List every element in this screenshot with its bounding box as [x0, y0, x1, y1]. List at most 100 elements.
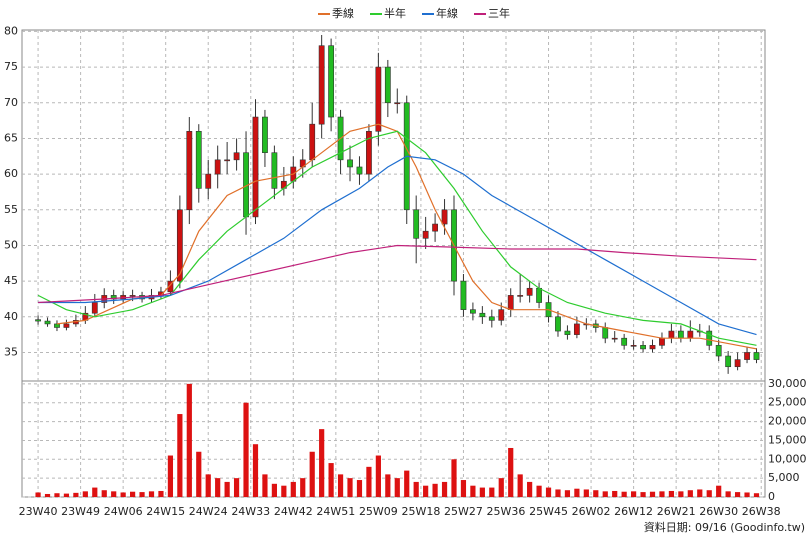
candle-body — [470, 309, 476, 314]
candle-body — [725, 355, 732, 368]
volume-bar — [111, 491, 117, 497]
x-tick-label: 24W15 — [146, 505, 185, 518]
candle-body — [706, 330, 713, 346]
x-tick-label: 26W12 — [614, 505, 653, 518]
candle-body — [214, 159, 221, 175]
volume-bar — [631, 491, 637, 497]
volume-bar — [649, 491, 656, 497]
volume-bar — [659, 491, 665, 497]
y2-tick-label: 5,000 — [768, 471, 800, 484]
candle-body — [328, 45, 335, 118]
x-tick-label: 23W40 — [19, 505, 58, 518]
volume-bar — [527, 481, 533, 497]
volume-bar — [82, 491, 88, 497]
volume-bar — [215, 478, 221, 497]
volume-bar — [489, 487, 495, 497]
candle-body — [753, 352, 760, 360]
candle-body — [611, 337, 618, 340]
candle-body — [186, 131, 193, 211]
y-tick-label: 75 — [4, 60, 18, 73]
x-tick-label: 24W42 — [274, 505, 313, 518]
candle-body — [252, 116, 259, 218]
candle-body — [734, 359, 741, 368]
candle-body — [366, 131, 372, 175]
volume-bar — [697, 489, 703, 497]
candle-body — [677, 330, 684, 339]
candle-body — [507, 295, 514, 310]
candle-body — [309, 123, 316, 161]
volume-bar — [716, 485, 722, 497]
y2-tick-label: 15,000 — [768, 433, 807, 446]
volume-bar — [564, 490, 571, 497]
volume-bar — [725, 491, 731, 497]
legend-label: 年線 — [436, 6, 458, 20]
volume-bar — [536, 485, 542, 497]
candle-body — [555, 316, 561, 332]
volume-bar — [120, 492, 126, 497]
volume-bar — [498, 478, 504, 497]
y-tick-label: 70 — [4, 96, 18, 109]
x-tick-label: 25W18 — [401, 505, 440, 518]
candle-body — [536, 287, 542, 303]
candle-body — [347, 159, 353, 168]
volume-bar — [233, 478, 240, 497]
candle-body — [356, 166, 363, 175]
candle-body — [44, 320, 51, 325]
volume-bar — [35, 492, 41, 497]
candle-body — [129, 295, 136, 297]
legend-label: 半年 — [384, 6, 406, 20]
volume-bar — [252, 444, 259, 497]
volume-bar — [290, 481, 296, 497]
candle-body — [564, 330, 571, 335]
volume-bar — [309, 451, 315, 497]
x-tick-label: 25W27 — [444, 505, 483, 518]
candle-body — [271, 152, 278, 189]
volume-bar — [54, 493, 60, 497]
volume-bar — [139, 492, 145, 497]
volume-bar — [413, 481, 419, 497]
candle-body — [422, 230, 429, 239]
volume-bar — [224, 481, 230, 497]
candle-body — [318, 45, 325, 125]
legend-label: 三年 — [488, 6, 510, 20]
x-tick-label: 26W21 — [657, 505, 696, 518]
x-tick-label: 25W36 — [487, 505, 526, 518]
volume-bar — [460, 480, 467, 497]
x-tick-label: 23W49 — [61, 505, 100, 518]
candle-body — [488, 316, 495, 321]
volume-bar — [167, 455, 174, 497]
candle-body — [498, 309, 505, 321]
x-tick-label: 26W02 — [572, 505, 611, 518]
candle-body — [649, 345, 656, 350]
volume-bar — [687, 490, 693, 497]
x-tick-label: 24W06 — [104, 505, 143, 518]
volume-bar — [423, 485, 429, 497]
volume-bar — [92, 487, 98, 497]
volume-bar — [545, 487, 552, 497]
volume-bar — [148, 491, 155, 497]
volume-bar — [508, 447, 514, 497]
x-tick-label: 25W45 — [529, 505, 568, 518]
y-tick-label: 55 — [4, 203, 18, 216]
x-tick-label: 24W33 — [231, 505, 270, 518]
y-tick-label: 60 — [4, 167, 18, 180]
volume-bar — [271, 483, 277, 497]
plot-frame — [21, 29, 766, 498]
legend-label: 季線 — [332, 6, 354, 20]
volume-bar — [640, 492, 646, 497]
volume-bar — [668, 490, 675, 497]
candle-body — [394, 102, 401, 105]
volume-bar — [319, 429, 325, 497]
volume-bar — [243, 402, 249, 497]
x-tick-label: 25W09 — [359, 505, 398, 518]
volume-bar — [734, 492, 741, 497]
volume-bar — [196, 451, 202, 497]
volume-bar — [262, 474, 268, 497]
candle-body — [630, 345, 637, 347]
candle-body — [54, 323, 60, 328]
volume-bar — [300, 478, 306, 497]
volume-bar — [441, 481, 448, 497]
x-tick-label: 26W30 — [699, 505, 738, 518]
candle-body — [621, 337, 628, 346]
